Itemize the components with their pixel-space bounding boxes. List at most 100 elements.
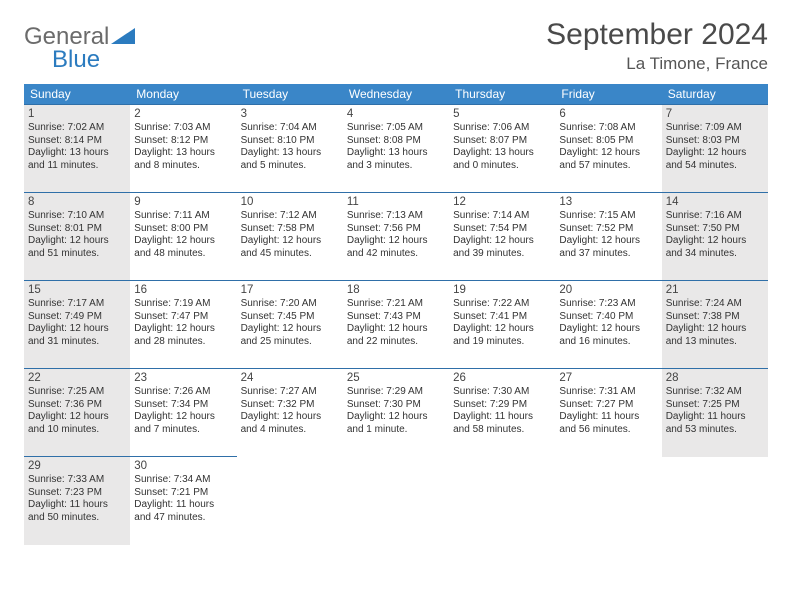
sunset-line: Sunset: 7:54 PM <box>453 223 551 236</box>
calendar-cell: 24Sunrise: 7:27 AMSunset: 7:32 PMDayligh… <box>237 369 343 457</box>
calendar-cell: 19Sunrise: 7:22 AMSunset: 7:41 PMDayligh… <box>449 281 555 369</box>
day-number: 28 <box>666 371 764 385</box>
sunrise-line: Sunrise: 7:04 AM <box>241 122 339 135</box>
daylight-line: Daylight: 12 hours and 34 minutes. <box>666 235 764 260</box>
day-number: 20 <box>559 283 657 297</box>
calendar-cell: 5Sunrise: 7:06 AMSunset: 8:07 PMDaylight… <box>449 105 555 193</box>
day-number: 8 <box>28 195 126 209</box>
daylight-line: Daylight: 12 hours and 1 minute. <box>347 411 445 436</box>
weekday-header: Thursday <box>449 84 555 105</box>
sunrise-line: Sunrise: 7:08 AM <box>559 122 657 135</box>
calendar-cell <box>343 457 449 545</box>
calendar-cell: 30Sunrise: 7:34 AMSunset: 7:21 PMDayligh… <box>130 457 236 545</box>
sunrise-line: Sunrise: 7:33 AM <box>28 474 126 487</box>
daylight-line: Daylight: 12 hours and 48 minutes. <box>134 235 232 260</box>
day-number: 1 <box>28 107 126 121</box>
calendar-cell <box>555 457 661 545</box>
calendar-cell: 12Sunrise: 7:14 AMSunset: 7:54 PMDayligh… <box>449 193 555 281</box>
day-number: 16 <box>134 283 232 297</box>
calendar-cell: 1Sunrise: 7:02 AMSunset: 8:14 PMDaylight… <box>24 105 130 193</box>
sunrise-line: Sunrise: 7:06 AM <box>453 122 551 135</box>
daylight-line: Daylight: 12 hours and 28 minutes. <box>134 323 232 348</box>
daylight-line: Daylight: 12 hours and 45 minutes. <box>241 235 339 260</box>
calendar-cell: 8Sunrise: 7:10 AMSunset: 8:01 PMDaylight… <box>24 193 130 281</box>
calendar-cell: 15Sunrise: 7:17 AMSunset: 7:49 PMDayligh… <box>24 281 130 369</box>
day-number: 11 <box>347 195 445 209</box>
sunset-line: Sunset: 8:05 PM <box>559 135 657 148</box>
day-number: 30 <box>134 459 232 473</box>
calendar-cell: 7Sunrise: 7:09 AMSunset: 8:03 PMDaylight… <box>662 105 768 193</box>
daylight-line: Daylight: 11 hours and 53 minutes. <box>666 411 764 436</box>
sunset-line: Sunset: 7:49 PM <box>28 311 126 324</box>
calendar-cell: 27Sunrise: 7:31 AMSunset: 7:27 PMDayligh… <box>555 369 661 457</box>
calendar-cell: 9Sunrise: 7:11 AMSunset: 8:00 PMDaylight… <box>130 193 236 281</box>
daylight-line: Daylight: 11 hours and 47 minutes. <box>134 499 232 524</box>
calendar-body: 1Sunrise: 7:02 AMSunset: 8:14 PMDaylight… <box>24 105 768 545</box>
day-number: 19 <box>453 283 551 297</box>
calendar-cell: 11Sunrise: 7:13 AMSunset: 7:56 PMDayligh… <box>343 193 449 281</box>
daylight-line: Daylight: 13 hours and 3 minutes. <box>347 147 445 172</box>
day-number: 25 <box>347 371 445 385</box>
daylight-line: Daylight: 12 hours and 22 minutes. <box>347 323 445 348</box>
calendar-cell: 6Sunrise: 7:08 AMSunset: 8:05 PMDaylight… <box>555 105 661 193</box>
sunset-line: Sunset: 8:12 PM <box>134 135 232 148</box>
logo-word2: Blue <box>52 47 109 72</box>
sunset-line: Sunset: 7:40 PM <box>559 311 657 324</box>
day-number: 12 <box>453 195 551 209</box>
calendar-row: 1Sunrise: 7:02 AMSunset: 8:14 PMDaylight… <box>24 105 768 193</box>
sunrise-line: Sunrise: 7:10 AM <box>28 210 126 223</box>
daylight-line: Daylight: 12 hours and 51 minutes. <box>28 235 126 260</box>
sunset-line: Sunset: 7:32 PM <box>241 399 339 412</box>
sunset-line: Sunset: 8:01 PM <box>28 223 126 236</box>
location: La Timone, France <box>546 54 768 74</box>
day-number: 5 <box>453 107 551 121</box>
day-number: 29 <box>28 459 126 473</box>
calendar-row: 29Sunrise: 7:33 AMSunset: 7:23 PM Dayligh… <box>24 457 768 545</box>
weekday-header: Wednesday <box>343 84 449 105</box>
daylight-line: Daylight: 12 hours and 4 minutes. <box>241 411 339 436</box>
daylight-line: Daylight: 11 hours and 56 minutes. <box>559 411 657 436</box>
calendar-head: SundayMondayTuesdayWednesdayThursdayFrid… <box>24 84 768 105</box>
sunrise-line: Sunrise: 7:15 AM <box>559 210 657 223</box>
sunset-line: Sunset: 8:08 PM <box>347 135 445 148</box>
sunset-line: Sunset: 7:23 PM <box>28 487 126 500</box>
calendar-row: 8Sunrise: 7:10 AMSunset: 8:01 PMDaylight… <box>24 193 768 281</box>
sunset-line: Sunset: 7:38 PM <box>666 311 764 324</box>
calendar-cell: 10Sunrise: 7:12 AMSunset: 7:58 PMDayligh… <box>237 193 343 281</box>
sunrise-line: Sunrise: 7:32 AM <box>666 386 764 399</box>
calendar-cell: 2Sunrise: 7:03 AMSunset: 8:12 PMDaylight… <box>130 105 236 193</box>
sunset-line: Sunset: 8:07 PM <box>453 135 551 148</box>
day-number: 18 <box>347 283 445 297</box>
sunrise-line: Sunrise: 7:20 AM <box>241 298 339 311</box>
daylight-line: Daylight: 11 hours and 58 minutes. <box>453 411 551 436</box>
calendar-cell: 18Sunrise: 7:21 AMSunset: 7:43 PMDayligh… <box>343 281 449 369</box>
weekday-row: SundayMondayTuesdayWednesdayThursdayFrid… <box>24 84 768 105</box>
header: General Blue September 2024 La Timone, F… <box>24 18 768 74</box>
day-number: 10 <box>241 195 339 209</box>
calendar-cell: 16Sunrise: 7:19 AMSunset: 7:47 PMDayligh… <box>130 281 236 369</box>
day-number: 9 <box>134 195 232 209</box>
calendar-cell <box>662 457 768 545</box>
calendar-cell: 23Sunrise: 7:26 AMSunset: 7:34 PMDayligh… <box>130 369 236 457</box>
month-title: September 2024 <box>546 18 768 52</box>
weekday-header: Saturday <box>662 84 768 105</box>
sunset-line: Sunset: 7:27 PM <box>559 399 657 412</box>
calendar-cell: 25Sunrise: 7:29 AMSunset: 7:30 PMDayligh… <box>343 369 449 457</box>
sunrise-line: Sunrise: 7:14 AM <box>453 210 551 223</box>
sunrise-line: Sunrise: 7:30 AM <box>453 386 551 399</box>
title-block: September 2024 La Timone, France <box>546 18 768 74</box>
sunset-line: Sunset: 7:36 PM <box>28 399 126 412</box>
sunrise-line: Sunrise: 7:19 AM <box>134 298 232 311</box>
day-number: 23 <box>134 371 232 385</box>
sunrise-line: Sunrise: 7:26 AM <box>134 386 232 399</box>
sunset-line: Sunset: 7:30 PM <box>347 399 445 412</box>
sunrise-line: Sunrise: 7:27 AM <box>241 386 339 399</box>
daylight-line: Daylight: 12 hours and 7 minutes. <box>134 411 232 436</box>
sunrise-line: Sunrise: 7:09 AM <box>666 122 764 135</box>
sunrise-line: Sunrise: 7:03 AM <box>134 122 232 135</box>
daylight-line: Daylight: 12 hours and 25 minutes. <box>241 323 339 348</box>
sunset-line: Sunset: 7:47 PM <box>134 311 232 324</box>
calendar-cell: 4Sunrise: 7:05 AMSunset: 8:08 PMDaylight… <box>343 105 449 193</box>
weekday-header: Friday <box>555 84 661 105</box>
calendar-cell: 28Sunrise: 7:32 AMSunset: 7:25 PMDayligh… <box>662 369 768 457</box>
